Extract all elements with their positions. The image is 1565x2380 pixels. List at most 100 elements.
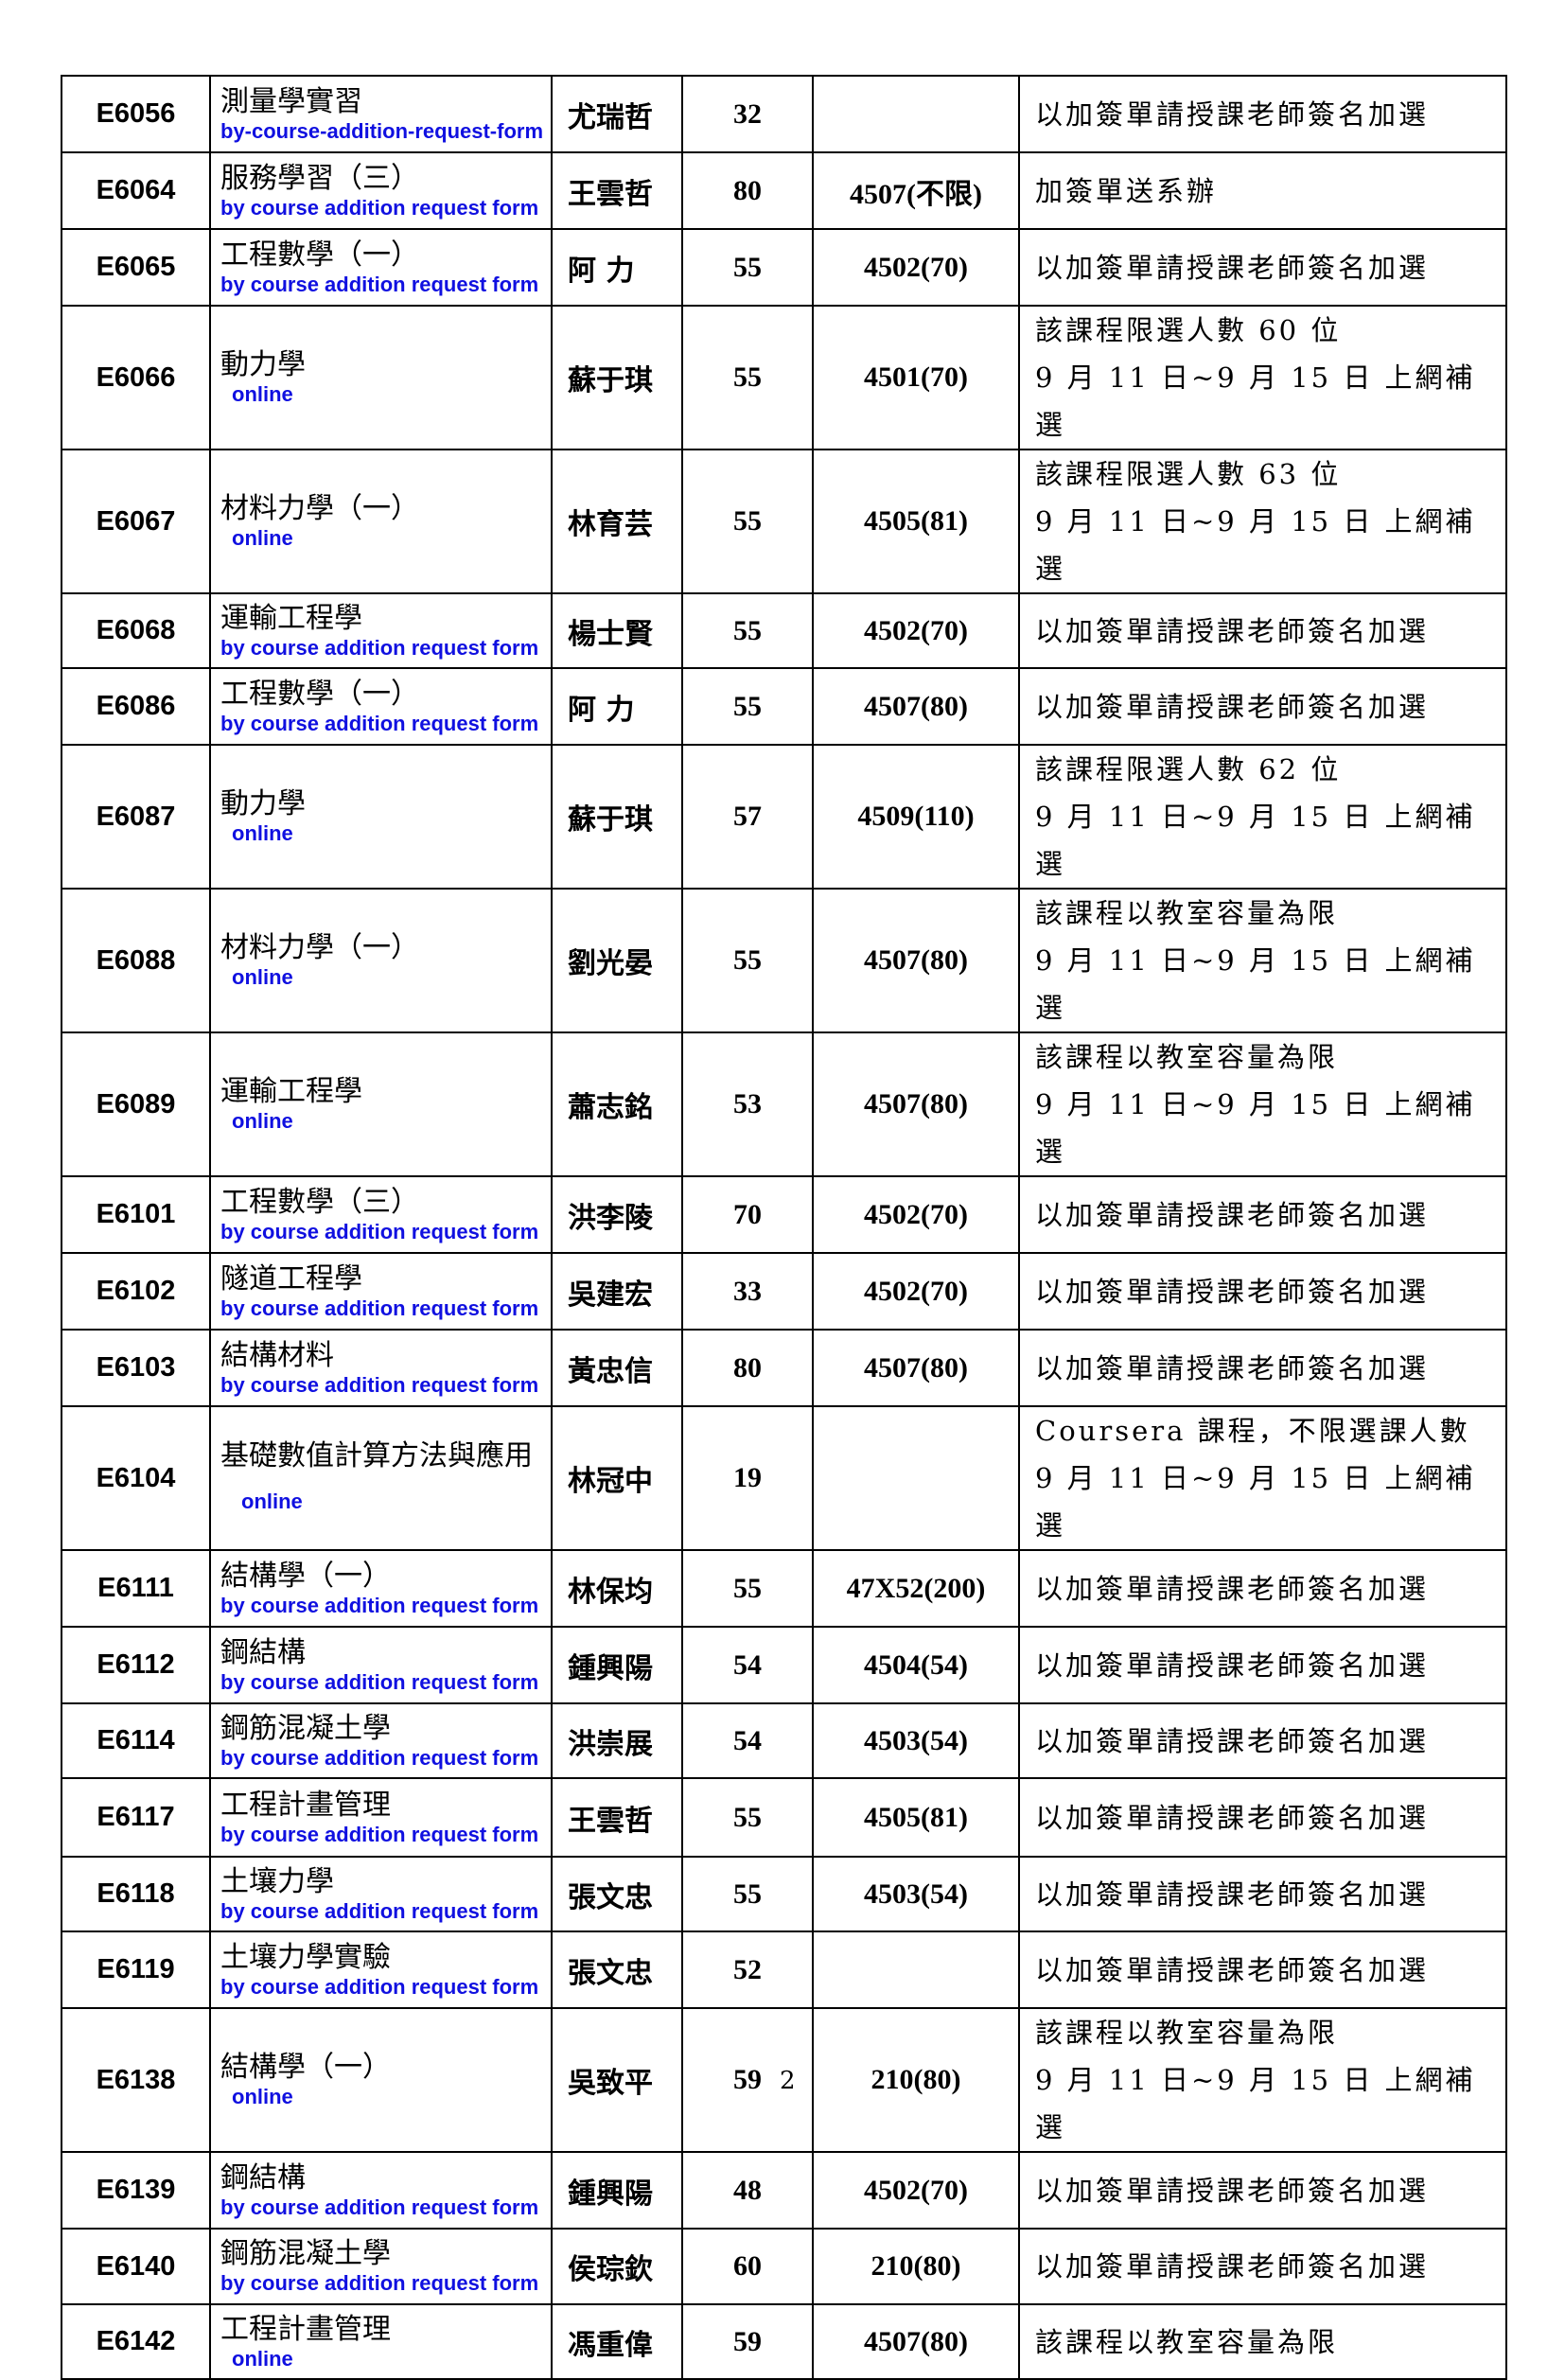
course-code: E6101 [61,1175,211,1254]
annotation-note: online [232,965,293,989]
table-row: E6064 服務學習（三） by course addition request … [61,151,1507,230]
table-row: E6101 工程數學（三） by course addition request … [61,1175,1507,1254]
remark-line: 以加簽單請授課老師簽名加選 [1035,614,1430,647]
annotation-note: by course addition request form [220,1219,539,1243]
remark: 以加簽單請授課老師簽名加選 [1018,1175,1507,1254]
enrollment: 32 [681,75,814,153]
table-row: E6114 鋼筋混凝土學 by course addition request f… [61,1702,1507,1779]
course-code: E6112 [61,1626,211,1704]
teacher: 張文忠 [551,1856,683,1932]
course-name-cell: 工程數學（一） by course addition request form [209,667,553,746]
teacher: 林保均 [551,1549,683,1628]
annotation-note: by course addition request form [220,2271,539,2295]
course-name: 動力學 [220,787,306,820]
course-name: 鋼筋混凝土學 [220,1711,391,1745]
enrollment: 55 [681,1549,814,1628]
course-name: 測量學實習 [220,84,362,118]
enrollment: 53 [681,1031,814,1177]
course-name-cell: 鋼筋混凝土學 by course addition request form [209,2228,553,2305]
teacher: 阿 力 [551,667,683,746]
teacher: 阿 力 [551,228,683,307]
remark-line: 該課程限選人數 63 位 [1035,458,1342,490]
remark: 以加簽單請授課老師簽名加選 [1018,1549,1507,1628]
remark-line: 以加簽單請授課老師簽名加選 [1035,1878,1430,1911]
remark-line: 9 月 11 日~9 月 15 日 上網補選 [1035,801,1476,880]
course-name-cell: 動力學 online [209,305,553,450]
remark-line: 以加簽單請授課老師簽名加選 [1035,1198,1430,1231]
course-name: 運輸工程學 [220,601,362,635]
remark: Coursera 課程，不限選課人數 9 月 11 日~9 月 15 日 上網補選 [1018,1405,1507,1551]
annotation-note: online [232,2085,293,2108]
enrollment: 55 [681,305,814,450]
annotation-note: online [232,526,293,550]
teacher: 洪崇展 [551,1702,683,1779]
classroom: 4501(70) [812,305,1020,450]
course-name-cell: 工程計畫管理 online [209,2303,553,2380]
teacher: 楊士賢 [551,592,683,669]
remark: 以加簽單請授課老師簽名加選 [1018,2228,1507,2305]
course-name: 結構學（一） [220,2051,391,2084]
table-row: E6056 測量學實習 by-course-addition-request-fo… [61,75,1507,153]
classroom: 4502(70) [812,2151,1020,2230]
remark-line: 該課程以教室容量為限 [1035,2017,1339,2049]
remark-line: 以加簽單請授課老師簽名加選 [1035,1572,1430,1605]
annotation-note: by course addition request form [220,272,539,296]
course-name: 工程數學（一） [220,238,419,272]
course-code: E6114 [61,1702,211,1779]
table-row: E6103 結構材料 by course addition request for… [61,1329,1507,1407]
enrollment: 19 [681,1405,814,1551]
course-name-cell: 鋼筋混凝土學 by course addition request form [209,1702,553,1779]
course-name-cell: 動力學 online [209,744,553,890]
course-code: E6067 [61,449,211,594]
course-code: E6142 [61,2303,211,2380]
classroom [812,1405,1020,1551]
course-name-cell: 材料力學（一） online [209,449,553,594]
remark-line: 以加簽單請授課老師簽名加選 [1035,1953,1430,1986]
classroom: 4502(70) [812,228,1020,307]
course-name-cell: 鋼結構 by course addition request form [209,1626,553,1704]
course-name-cell: 材料力學（一） online [209,888,553,1033]
annotation-note: by course addition request form [220,1745,539,1770]
remark-line: 加簽單送系辦 [1035,174,1218,207]
course-code: E6117 [61,1777,211,1858]
teacher: 尤瑞哲 [551,75,683,153]
remark-line: 以加簽單請授課老師簽名加選 [1035,1724,1430,1757]
course-code: E6104 [61,1405,211,1551]
remark-line: 以加簽單請授課老師簽名加選 [1035,1801,1430,1834]
annotation-note: by-course-addition-request-form [220,118,544,143]
table-row: E6119 土壤力學實驗 by course addition request f… [61,1930,1507,2009]
enrollment: 52 [681,1930,814,2009]
remark-line: 9 月 11 日~9 月 15 日 上網補選 [1035,944,1476,1024]
remark: 以加簽單請授課老師簽名加選 [1018,75,1507,153]
remark: 以加簽單請授課老師簽名加選 [1018,1626,1507,1704]
table-row: E6140 鋼筋混凝土學 by course addition request f… [61,2228,1507,2305]
table-row: E6088 材料力學（一） online 劉光晏 55 4507(80) 該課程以… [61,888,1507,1033]
course-name-cell: 測量學實習 by-course-addition-request-form [209,75,553,153]
classroom: 4505(81) [812,449,1020,594]
remark: 以加簽單請授課老師簽名加選 [1018,1702,1507,1779]
remark: 以加簽單請授課老師簽名加選 [1018,2151,1507,2230]
course-name: 材料力學（一） [220,492,419,525]
course-name-cell: 土壤力學實驗 by course addition request form [209,1930,553,2009]
course-name: 土壤力學實驗 [220,1940,391,1974]
course-name-cell: 工程數學（三） by course addition request form [209,1175,553,1254]
remark-line: 該課程以教室容量為限 [1035,1041,1339,1073]
course-name: 工程計畫管理 [220,2312,391,2346]
course-name: 工程數學（一） [220,677,419,711]
annotation-note: online [241,1490,303,1513]
course-table: E6056 測量學實習 by-course-addition-request-fo… [61,75,1507,2380]
classroom: 210(80) [812,2228,1020,2305]
course-name-cell: 基礎數值計算方法與應用 online [209,1405,553,1551]
annotation-note: by course addition request form [220,195,539,220]
teacher: 林育芸 [551,449,683,594]
remark-line: 以加簽單請授課老師簽名加選 [1035,1351,1430,1384]
remark: 該課程限選人數 63 位 9 月 11 日~9 月 15 日 上網補選 [1018,449,1507,594]
enrollment: 70 [681,1175,814,1254]
classroom [812,75,1020,153]
course-code: E6089 [61,1031,211,1177]
enrollment: 80 [681,151,814,230]
teacher: 王雲哲 [551,151,683,230]
remark: 以加簽單請授課老師簽名加選 [1018,1856,1507,1932]
course-code: E6065 [61,228,211,307]
course-name-cell: 鋼結構 by course addition request form [209,2151,553,2230]
